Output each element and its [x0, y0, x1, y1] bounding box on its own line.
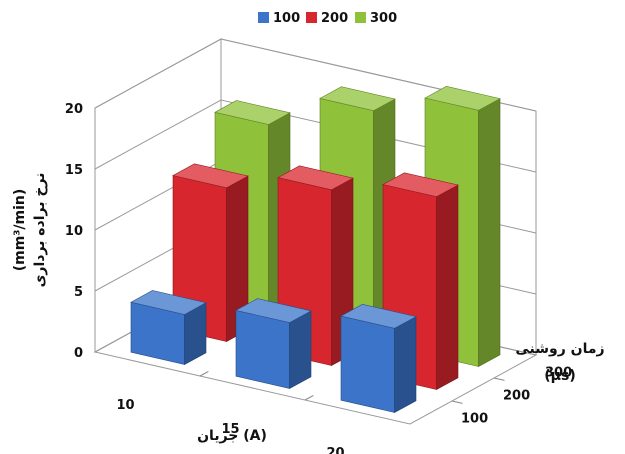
y-tick-label: 15 — [65, 163, 83, 178]
bar-100-20 — [340, 303, 417, 414]
y-axis-title-main: نرخ براده برداری — [32, 173, 48, 288]
legend-label-300: 300 — [370, 11, 397, 26]
depth-axis-title: زمان روشنی — [515, 341, 604, 357]
x-tick-label: 20 — [326, 446, 344, 454]
bar-top-face — [214, 100, 291, 125]
bar-front-face — [235, 310, 290, 389]
bar-side-face — [436, 184, 459, 391]
y-axis-title-unit: (mm³/min) — [12, 189, 28, 272]
bars — [130, 85, 501, 414]
legend: 100 200 300 — [258, 11, 397, 26]
depth-tick-label: 100 — [461, 412, 488, 427]
y-tick-label: 0 — [74, 346, 83, 361]
depth-tick-label: 200 — [503, 389, 530, 404]
x-tick-label: 10 — [116, 398, 134, 413]
bar-top-face — [277, 165, 354, 191]
bar-100-10 — [130, 290, 207, 366]
y-axis-title: نرخ براده برداری (mm³/min) — [12, 173, 48, 288]
depth-tick-label: 300 — [545, 366, 572, 381]
bar-top-face — [235, 298, 312, 323]
x-axis-title: جریان (A) — [197, 428, 267, 444]
bar-top-face — [319, 86, 396, 112]
bar-top-face — [382, 172, 459, 198]
depth-tick-mark — [451, 400, 463, 404]
depth-tick-mark — [493, 377, 505, 381]
bar-side-face — [394, 316, 417, 414]
x-tick-label: 15 — [221, 422, 239, 437]
legend-swatch-100 — [258, 12, 269, 23]
bar-side-face — [289, 310, 312, 390]
x-tick-mark — [304, 394, 314, 401]
y-tick-label: 5 — [74, 285, 83, 300]
bar-100-15 — [235, 298, 312, 390]
bar-front-face — [340, 315, 395, 413]
legend-label-200: 200 — [321, 11, 348, 26]
bar-top-face — [340, 303, 417, 329]
bar-top-face — [172, 163, 249, 189]
bar-side-face — [478, 98, 501, 368]
bar-top-face — [424, 85, 501, 111]
legend-label-100: 100 — [273, 11, 300, 26]
legend-swatch-200 — [306, 12, 317, 23]
y-tick-label: 10 — [65, 224, 83, 239]
bar-top-face — [130, 290, 207, 315]
bar-200-10 — [172, 163, 249, 343]
gridline — [94, 38, 537, 112]
legend-swatch-300 — [355, 12, 366, 23]
depth-axis-unit: (µs) — [544, 368, 575, 384]
y-tick-label: 20 — [65, 102, 83, 117]
x-tick-mark — [199, 370, 209, 377]
tick-labels: 0 5 10 15 20 10 15 20 100 200 300 — [65, 102, 572, 454]
